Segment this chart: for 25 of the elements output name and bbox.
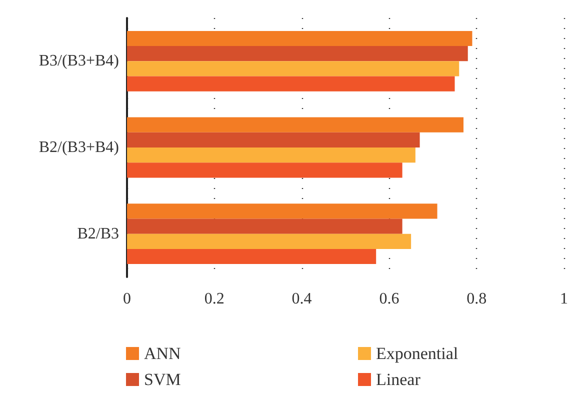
bar	[127, 234, 412, 249]
x-tick-label: 0	[123, 290, 131, 308]
bar	[127, 162, 402, 178]
y-tick-label: B3/(B3+B4)	[38, 52, 119, 70]
y-tick-label: B2/(B3+B4)	[38, 139, 119, 156]
bar	[127, 30, 472, 46]
x-tick-label: 1	[560, 290, 568, 308]
x-tick-label: 0.8	[466, 290, 487, 308]
bar	[127, 61, 460, 76]
bar	[127, 46, 468, 62]
x-tick-label: 0.2	[204, 290, 224, 308]
legend-label: Linear	[376, 370, 421, 389]
bar	[127, 204, 438, 219]
x-tick-label: 0.6	[379, 290, 400, 308]
bar	[127, 132, 420, 148]
bar	[127, 218, 402, 234]
bar	[127, 148, 416, 163]
y-tick-label: B2/B3	[77, 225, 119, 242]
bar	[127, 76, 455, 92]
bar	[127, 117, 464, 132]
legend-label: Exponential	[376, 344, 458, 363]
bar	[127, 248, 376, 264]
legend-label: SVM	[144, 370, 181, 389]
x-tick-label: 0.4	[292, 290, 312, 308]
legend-label: ANN	[144, 344, 181, 363]
